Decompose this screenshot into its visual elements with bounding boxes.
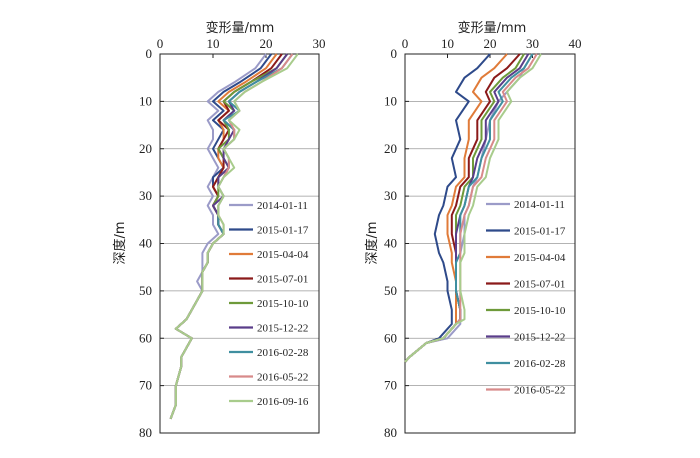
legend-label: 2015-07-01	[257, 274, 308, 286]
chart-panel-1: 0 10 20 30 0 10 20 30 40 50 60 70 80 变形量/mm 深度/m 2014-0…	[112, 20, 326, 440]
x-axis-title: 变形量/mm	[206, 20, 275, 36]
legend-label: 2016-02-28	[257, 347, 309, 359]
y-tick-label: 0	[391, 46, 398, 61]
y-tick-label: 70	[139, 378, 152, 393]
legend-label: 2015-01-17	[257, 225, 309, 237]
x-axis-title: 变形量/mm	[458, 20, 527, 36]
x-tick-label: 10	[207, 36, 220, 51]
legend-label: 2015-10-10	[257, 298, 309, 310]
x-tick-label: 10	[441, 36, 454, 51]
legend-label: 2016-02-28	[514, 358, 566, 370]
legend-label: 2015-12-22	[514, 332, 565, 344]
legend-label: 2015-04-04	[514, 252, 566, 264]
y-tick-label: 70	[384, 378, 397, 393]
x-tick-label: 30	[526, 36, 539, 51]
legend-label: 2015-07-01	[514, 279, 565, 291]
y-tick-label: 20	[139, 141, 152, 156]
legend-label: 2014-01-11	[257, 200, 308, 212]
y-tick-label: 0	[146, 46, 153, 61]
y-tick-label: 10	[139, 93, 152, 108]
legend-label: 2015-04-04	[257, 249, 309, 261]
legend-label: 2016-09-16	[257, 396, 309, 408]
series-line	[404, 53, 542, 363]
y-tick-label: 80	[384, 425, 397, 440]
legend-label: 2015-12-22	[257, 323, 308, 335]
x-tick-label: 40	[569, 36, 582, 51]
x-tick-label: 20	[484, 36, 497, 51]
y-tick-label: 40	[139, 236, 152, 251]
chart-panel-2: 0 10 20 30 40 0 10 20 30 40 50 60 70 80 变形量/mm 深度/m 2014…	[364, 20, 582, 440]
x-tick-label: 0	[402, 36, 409, 51]
series-line	[169, 53, 267, 420]
x-tick-label: 0	[157, 36, 164, 51]
y-axis-title: 深度/m	[364, 221, 380, 264]
legend-label: 2015-10-10	[514, 305, 566, 317]
legend-label: 2016-05-22	[257, 372, 308, 384]
series-line	[404, 53, 491, 363]
series-line	[169, 53, 299, 420]
x-tick-label: 20	[260, 36, 273, 51]
y-tick-label: 30	[384, 188, 397, 203]
y-axis-title: 深度/m	[112, 221, 128, 264]
y-tick-label: 50	[384, 283, 397, 298]
y-tick-label: 20	[384, 141, 397, 156]
y-tick-label: 80	[139, 425, 152, 440]
legend-label: 2015-01-17	[514, 226, 566, 238]
y-tick-label: 60	[139, 330, 152, 345]
x-tick-label: 30	[313, 36, 326, 51]
y-tick-label: 30	[139, 188, 152, 203]
legend-label: 2014-01-11	[514, 199, 565, 211]
y-tick-label: 60	[384, 330, 397, 345]
y-tick-label: 40	[384, 236, 397, 251]
legend-label: 2016-05-22	[514, 385, 565, 397]
y-tick-label: 10	[384, 93, 397, 108]
y-tick-label: 50	[139, 283, 152, 298]
